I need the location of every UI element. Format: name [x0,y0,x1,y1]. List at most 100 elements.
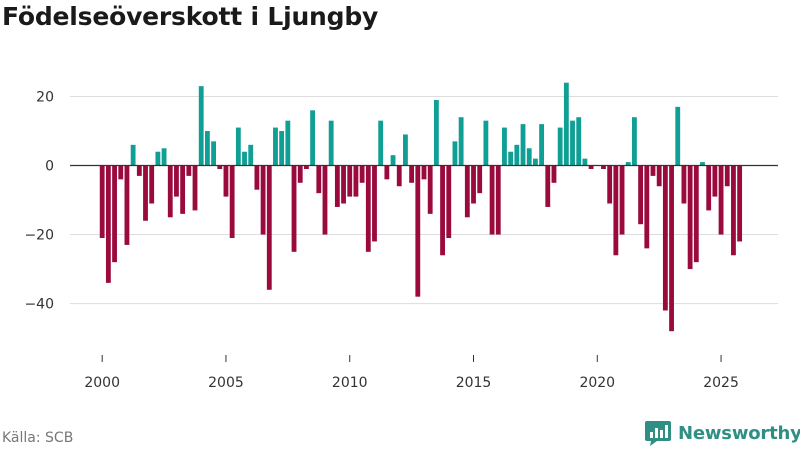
bar [656,165,662,187]
bar [167,165,173,218]
x-tick-label: 2015 [456,375,492,391]
bar [415,165,421,297]
bar [328,120,334,166]
bar [718,165,724,235]
bar [483,120,489,166]
bar [502,127,507,166]
x-tick-label: 2000 [84,375,120,391]
bar [681,165,687,204]
bar [588,165,594,169]
bar [235,127,241,166]
bar [508,151,514,166]
bar [273,127,278,166]
bar [334,165,340,207]
bar [520,124,526,166]
bar [737,165,743,242]
bar [563,82,569,166]
axis-layer: 20 0 −20 −40 2000 2005 2010 2015 2020 2025 [24,90,778,391]
x-tick-label: 2020 [579,375,615,391]
y-tick-label: 0 [45,159,54,175]
bar [149,165,155,204]
bar [421,165,427,180]
bar [477,165,483,194]
bar [731,165,736,256]
bar [551,165,557,183]
y-tick-label: 20 [36,90,54,106]
bar [372,165,377,242]
bar [712,165,718,197]
bar [495,165,501,235]
bar [99,165,105,239]
x-tick-label: 2025 [703,375,739,391]
bar [105,165,111,283]
bar [316,165,322,194]
newsworthy-chart-bubble-icon [645,421,671,446]
bar [136,165,142,176]
bar [638,165,644,225]
brand-logo[interactable]: Newsworthy [644,419,800,447]
brand-name: Newsworthy [678,422,800,444]
bar [198,86,204,166]
bar [650,165,656,176]
bar [347,165,353,197]
bar [514,144,520,166]
bar [341,165,346,204]
bar [545,165,551,207]
x-tick-label: 2010 [332,375,368,391]
bar [693,165,699,263]
bar [526,148,532,166]
bar [409,165,415,183]
bar [471,165,476,204]
bar [446,165,452,239]
bar [130,144,136,166]
y-tick-label: −40 [24,297,54,313]
bar [669,165,674,332]
x-tick-label: 2005 [208,375,244,391]
bar [365,165,371,252]
bar [687,165,693,270]
bar [180,165,186,214]
bar [192,165,198,211]
bar [601,165,606,169]
bar [254,165,260,190]
bar [174,165,179,197]
bar [390,155,396,166]
bar [211,141,216,166]
bar [557,127,563,166]
chart-title: Födelseöverskott i Ljungby [2,2,379,31]
bar [297,165,303,183]
bar [625,162,631,166]
bar [112,165,117,263]
bar [433,99,439,166]
bar [644,165,650,249]
bar [607,165,613,204]
bar [229,165,235,239]
grid-layer [70,96,778,305]
bar [532,158,538,166]
bar [143,165,148,221]
bar [576,117,582,166]
bar [359,165,365,183]
bar [248,144,254,166]
bar [675,106,681,166]
bar [613,165,619,256]
bar [632,117,637,166]
bar [378,120,384,166]
bar [458,117,464,166]
bar [124,165,130,245]
bar [260,165,266,235]
bar [266,165,272,290]
bar [242,151,247,166]
bar [118,165,124,180]
bar [186,165,192,176]
bar [440,165,445,256]
source-label: Källa: SCB [2,430,74,446]
bar [291,165,297,252]
bar [155,151,161,166]
bar [464,165,470,218]
bar [322,165,328,235]
bar [279,131,285,166]
bar [619,165,625,235]
bar [539,124,545,166]
